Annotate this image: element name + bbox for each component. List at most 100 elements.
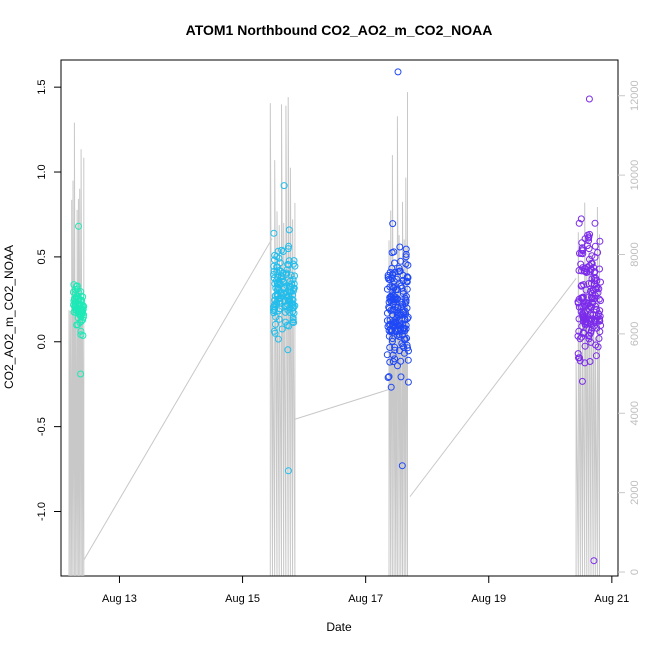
data-point xyxy=(575,295,583,303)
y2-tick-label: 8000 xyxy=(629,242,641,266)
y-tick-label: 0.0 xyxy=(36,334,48,349)
data-point xyxy=(404,274,412,282)
data-point xyxy=(385,332,393,340)
data-point xyxy=(594,249,602,256)
data-point xyxy=(386,358,394,366)
data-point xyxy=(591,295,599,303)
data-point xyxy=(576,354,583,362)
data-point xyxy=(402,250,410,258)
data-point xyxy=(590,322,598,330)
data-point xyxy=(582,317,590,325)
data-point xyxy=(399,342,407,350)
data-point xyxy=(577,282,585,290)
data-point xyxy=(590,263,597,271)
data-point xyxy=(289,318,297,326)
data-point xyxy=(575,219,583,227)
altitude-profile-segment xyxy=(68,122,85,577)
data-point xyxy=(401,315,409,323)
data-point xyxy=(592,352,600,360)
data-point xyxy=(290,284,298,292)
data-point xyxy=(289,276,297,284)
data-point xyxy=(585,245,593,253)
data-point xyxy=(396,243,404,251)
axes-layer: Aug 13 Aug 15 Aug 17 Aug 19 Aug 21 -1.0 -0.5 0.… xyxy=(36,80,641,605)
data-point xyxy=(589,311,597,319)
data-point xyxy=(391,296,399,304)
data-point xyxy=(274,247,282,255)
data-point xyxy=(284,245,292,253)
data-point xyxy=(289,291,297,299)
data-point xyxy=(271,251,279,259)
x-tick-label: Aug 15 xyxy=(225,593,260,605)
y2-tick-label: 2000 xyxy=(629,480,641,504)
data-point xyxy=(583,264,591,271)
data-point xyxy=(75,222,82,230)
data-point xyxy=(390,277,398,285)
data-point xyxy=(281,297,289,305)
x-tick-label: Aug 13 xyxy=(102,593,137,605)
data-point xyxy=(578,333,586,341)
data-point xyxy=(586,358,594,365)
data-point xyxy=(403,278,411,286)
data-point xyxy=(590,280,598,288)
data-point xyxy=(576,335,584,343)
data-point xyxy=(388,337,396,345)
data-point xyxy=(581,235,589,243)
data-point xyxy=(398,331,406,339)
data-point xyxy=(76,319,84,326)
data-point xyxy=(401,307,409,315)
data-point xyxy=(404,344,412,352)
data-point xyxy=(282,318,289,326)
data-point xyxy=(289,304,297,312)
data-point xyxy=(397,373,405,381)
data-point xyxy=(579,247,587,255)
data-point xyxy=(276,259,284,267)
data-point xyxy=(77,370,85,378)
data-point xyxy=(402,296,410,304)
data-point xyxy=(395,330,403,338)
data-point xyxy=(270,274,278,282)
data-point xyxy=(592,302,600,310)
y-axis-label: CO2_AO2_m_CO2_NOAA xyxy=(2,245,16,389)
data-point xyxy=(400,324,408,332)
data-point xyxy=(581,321,589,329)
data-point xyxy=(77,327,85,335)
y-tick-label: 0.5 xyxy=(36,249,48,264)
data-point xyxy=(272,313,280,321)
data-point xyxy=(280,289,288,297)
data-point xyxy=(74,321,82,329)
data-point xyxy=(289,300,297,308)
data-point xyxy=(278,246,286,254)
y2-tick-label: 0 xyxy=(629,569,641,575)
altitude-connector xyxy=(294,388,390,420)
altitude-connector xyxy=(83,238,273,561)
data-point xyxy=(70,281,78,289)
data-point xyxy=(391,293,399,301)
data-point xyxy=(288,295,296,303)
data-point xyxy=(385,373,393,381)
data-point xyxy=(77,331,85,339)
data-point xyxy=(576,357,584,365)
data-point xyxy=(404,378,412,386)
data-point xyxy=(397,357,405,365)
data-point xyxy=(278,275,286,283)
data-point xyxy=(402,260,410,268)
points-layer xyxy=(69,68,605,565)
data-point xyxy=(391,268,399,276)
data-point xyxy=(283,282,291,290)
data-point xyxy=(387,293,395,301)
data-point xyxy=(394,362,401,370)
data-point xyxy=(291,262,299,270)
altitude-profile-segment xyxy=(269,97,296,577)
data-point xyxy=(397,311,405,319)
data-point xyxy=(585,95,593,103)
data-point xyxy=(389,270,397,278)
data-point xyxy=(291,272,298,280)
data-point xyxy=(592,318,600,326)
data-point xyxy=(289,287,297,295)
data-point xyxy=(400,349,408,357)
data-point xyxy=(69,288,77,296)
data-point xyxy=(73,303,80,311)
